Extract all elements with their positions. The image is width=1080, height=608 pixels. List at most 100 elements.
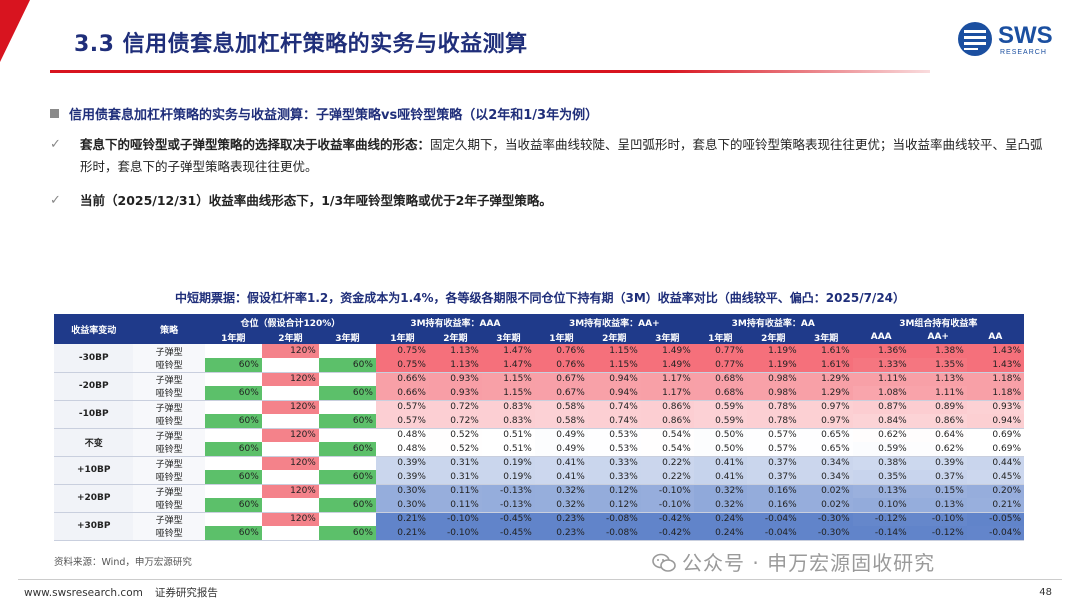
yield-cell: 0.13% bbox=[852, 484, 910, 498]
yield-cell: 0.16% bbox=[746, 484, 800, 498]
position-cell bbox=[205, 456, 262, 470]
table-row: 哑铃型 60% 60% 0.21% -0.10% -0.45% 0.23% -0.08% -0.… bbox=[54, 526, 1024, 541]
yield-cell: -0.08% bbox=[587, 512, 641, 526]
table-row: +20BP 子弹型 120% 0.30% 0.11% -0.13% 0.32% 0.12% -0… bbox=[54, 484, 1024, 513]
strategy-cell: 哑铃型 bbox=[133, 470, 205, 485]
yield-cell: -0.10% bbox=[640, 484, 694, 498]
yield-cell: 0.39% bbox=[375, 470, 429, 485]
position-cell bbox=[261, 442, 319, 457]
yield-cell: 0.23% bbox=[534, 526, 588, 541]
yield-cell: 0.45% bbox=[966, 470, 1024, 485]
strategy-cell: 子弹型 bbox=[133, 344, 205, 358]
footer-url[interactable]: www.swsresearch.com bbox=[24, 587, 143, 599]
yield-cell: 0.02% bbox=[799, 498, 853, 513]
yield-cell: 0.16% bbox=[746, 498, 800, 513]
yield-cell: -0.13% bbox=[481, 484, 535, 498]
yield-cell: 1.08% bbox=[852, 386, 910, 401]
yield-cell: 1.15% bbox=[587, 358, 641, 373]
footer-divider bbox=[18, 579, 1062, 580]
subheader-cell: 3年期 bbox=[640, 330, 694, 344]
yield-cell: 0.48% bbox=[375, 442, 429, 457]
yield-cell: 0.67% bbox=[534, 386, 588, 401]
strategy-cell: 子弹型 bbox=[133, 372, 205, 386]
yield-cell: 0.77% bbox=[693, 358, 747, 373]
yield-cell: 0.37% bbox=[909, 470, 967, 485]
source-note: 资料来源：Wind，申万宏源研究 bbox=[54, 557, 192, 568]
yield-cell: 0.39% bbox=[375, 456, 429, 470]
yield-cell: 0.69% bbox=[966, 442, 1024, 457]
yield-cell: 0.59% bbox=[852, 442, 910, 457]
yield-cell: 0.75% bbox=[375, 344, 429, 358]
table-row: -20BP 子弹型 120% 0.66% 0.93% 1.15% 0.67% 0.94% 1.1… bbox=[54, 372, 1024, 401]
yield-cell: 0.72% bbox=[428, 414, 482, 429]
table-row: 不变 子弹型 120% 0.48% 0.52% 0.51% 0.49% 0.53% 0.54% 0… bbox=[54, 428, 1024, 457]
bullet-text: 固定久期下，当收益率曲线较陡、呈凹弧形时，套息下的哑铃型策略表现往往更优；当收益… bbox=[80, 137, 1043, 174]
subheader-cell: 1年期 bbox=[204, 330, 262, 344]
yield-cell: 1.38% bbox=[909, 344, 967, 358]
position-cell: 60% bbox=[318, 470, 376, 485]
yield-cell: 0.32% bbox=[693, 498, 747, 513]
yield-cell: 0.76% bbox=[534, 358, 588, 373]
strategy-cell: 子弹型 bbox=[133, 484, 205, 498]
yield-cell: 0.64% bbox=[909, 428, 967, 442]
position-cell bbox=[261, 358, 319, 373]
yield-cell: -0.12% bbox=[909, 526, 967, 541]
position-cell: 60% bbox=[204, 386, 262, 401]
strategy-cell: 哑铃型 bbox=[133, 526, 205, 541]
yield-cell: 0.58% bbox=[534, 400, 588, 414]
yield-cell: 0.75% bbox=[375, 358, 429, 373]
footer: www.swsresearch.com 证券研究报告 bbox=[24, 585, 218, 600]
yield-cell: 1.17% bbox=[640, 386, 694, 401]
yield-cell: 0.02% bbox=[799, 484, 853, 498]
table-row: 哑铃型 60% 60% 0.66% 0.93% 1.15% 0.67% 0.94% 1.17% 0… bbox=[54, 386, 1024, 401]
logo-subtext: RESEARCH bbox=[1000, 49, 1047, 56]
subheader-cell: 3年期 bbox=[799, 330, 853, 344]
position-cell bbox=[261, 498, 319, 513]
yield-cell: 0.35% bbox=[852, 470, 910, 485]
yield-cell: 0.93% bbox=[428, 372, 482, 386]
yield-cell: 0.22% bbox=[640, 470, 694, 485]
yield-cell: 0.78% bbox=[746, 400, 800, 414]
yield-cell: -0.04% bbox=[746, 512, 800, 526]
yield-cell: 1.35% bbox=[909, 358, 967, 373]
yield-cell: 0.86% bbox=[640, 414, 694, 429]
bullet-bold-text: 当前（2025/12/31）收益率曲线形态下，1/3年哑铃型策略或优于2年子弹型… bbox=[80, 193, 552, 208]
yield-cell: 0.12% bbox=[587, 498, 641, 513]
yield-cell: 0.41% bbox=[534, 470, 588, 485]
slide-header: 3.3 信用债套息加杠杆策略的实务与收益测算 SWS RESEARCH bbox=[0, 0, 1080, 80]
change-cell: -20BP bbox=[54, 372, 134, 401]
strategy-cell: 子弹型 bbox=[133, 512, 205, 526]
yield-cell: 0.62% bbox=[909, 442, 967, 457]
strategy-cell: 哑铃型 bbox=[133, 358, 205, 373]
position-cell bbox=[205, 344, 262, 358]
sws-logo: SWS RESEARCH bbox=[956, 20, 1066, 62]
yield-cell: 0.49% bbox=[534, 428, 588, 442]
yield-cell: 0.51% bbox=[481, 428, 535, 442]
strategy-cell: 子弹型 bbox=[133, 428, 205, 442]
yield-cell: 0.30% bbox=[375, 484, 429, 498]
yield-cell: 0.52% bbox=[428, 442, 482, 457]
position-cell: 120% bbox=[261, 400, 319, 414]
table-title: 中短期票据：假设杠杆率1.2，资金成本为1.4%，各等级各期限不同仓位下持有期（… bbox=[174, 291, 906, 305]
table-row: +30BP 子弹型 120% 0.21% -0.10% -0.45% 0.23% -0.08%… bbox=[54, 512, 1024, 541]
table-subheader-row: 1年期 2年期 3年期 1年期 2年期 3年期 1年期 2年期 3年期 1年期 2年期 3年期 AAA A… bbox=[54, 330, 1024, 344]
yield-cell: 1.29% bbox=[799, 372, 853, 386]
yield-cell: -0.10% bbox=[640, 498, 694, 513]
yield-cell: 0.57% bbox=[746, 428, 800, 442]
bullet-item: ✓ 当前（2025/12/31）收益率曲线形态下，1/3年哑铃型策略或优于2年子… bbox=[50, 190, 1050, 212]
strategy-cell: 哑铃型 bbox=[133, 386, 205, 401]
yield-cell: 0.34% bbox=[799, 456, 853, 470]
yield-cell: 1.61% bbox=[799, 358, 853, 373]
yield-cell: 0.57% bbox=[375, 414, 429, 429]
yield-cell: 0.33% bbox=[587, 456, 641, 470]
header-change: 收益率变动 bbox=[54, 314, 134, 344]
change-cell: -30BP bbox=[54, 344, 134, 373]
yield-cell: 0.19% bbox=[481, 456, 535, 470]
yield-cell: 0.20% bbox=[966, 484, 1024, 498]
yield-cell: 1.11% bbox=[852, 372, 910, 386]
yield-cell: 1.29% bbox=[799, 386, 853, 401]
yield-cell: 0.31% bbox=[428, 456, 482, 470]
position-cell bbox=[261, 470, 319, 485]
yield-cell: 0.49% bbox=[534, 442, 588, 457]
yield-cell: -0.45% bbox=[481, 526, 535, 541]
